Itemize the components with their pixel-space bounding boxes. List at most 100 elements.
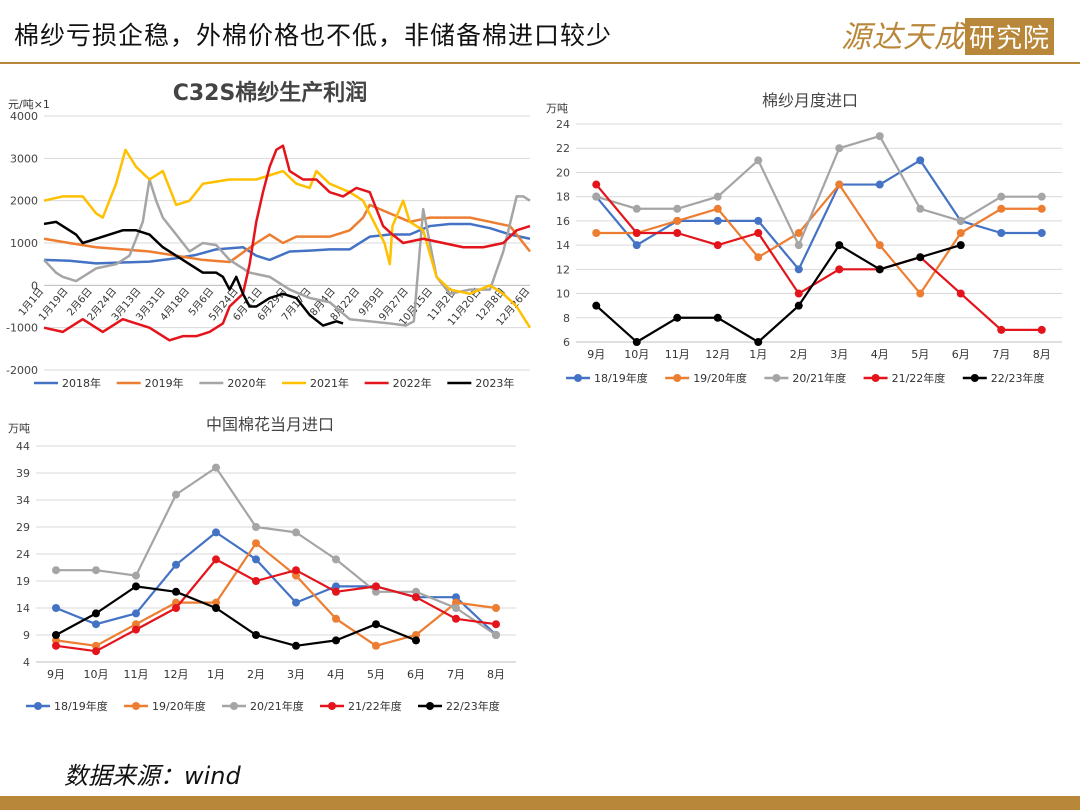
data-point	[1037, 192, 1046, 201]
series-line-20/21年度	[56, 466, 497, 636]
data-point	[592, 192, 601, 201]
data-point	[916, 156, 925, 165]
legend-label: 19/20年度	[152, 699, 206, 713]
y-tick-label: 4	[23, 656, 30, 669]
data-point	[713, 192, 722, 201]
series-line-18/19年度	[595, 159, 1042, 271]
legend-label: 19/20年度	[693, 371, 747, 385]
data-point	[92, 620, 100, 629]
data-point	[452, 614, 460, 623]
y-tick-label: 14	[16, 602, 30, 615]
data-point	[92, 609, 100, 618]
data-point	[252, 539, 260, 548]
x-tick-label: 3月	[287, 668, 305, 681]
x-tick-label: 9月	[47, 668, 65, 681]
footer-bar	[0, 796, 1080, 810]
y-tick-label: -1000	[6, 322, 38, 335]
x-tick-label: 10月	[624, 348, 649, 361]
y-tick-label: 34	[16, 494, 30, 507]
y-tick-label: 12	[556, 263, 570, 276]
data-point	[875, 265, 884, 274]
data-point	[673, 216, 682, 225]
data-point	[172, 604, 180, 612]
legend-marker	[970, 374, 979, 382]
data-point	[412, 636, 420, 645]
x-tick-label: 8月	[487, 668, 505, 681]
legend-label: 2020年	[227, 376, 266, 390]
series-line-2021年	[43, 148, 532, 329]
data-point	[252, 555, 260, 564]
series-line-2022年	[43, 144, 531, 342]
data-point	[632, 338, 641, 346]
series-line-21/22年度	[595, 183, 1042, 331]
data-point	[835, 144, 844, 153]
y-tick-label: -2000	[6, 364, 38, 377]
series-line-22/23年度	[55, 585, 417, 647]
legend-label: 18/19年度	[594, 371, 648, 385]
series-line-2023年	[43, 220, 344, 327]
y-axis-label: 万吨	[8, 422, 30, 435]
header-divider	[0, 62, 1080, 64]
data-point	[172, 587, 180, 596]
data-point	[916, 204, 925, 213]
series-line-22/23年度	[595, 244, 962, 344]
logo-box: 研究院	[964, 18, 1054, 55]
data-point	[997, 192, 1006, 201]
page-title: 棉纱亏损企稳，外棉价格也不低，非储备棉进口较少	[14, 21, 613, 50]
data-point	[713, 241, 722, 250]
data-point	[835, 241, 844, 250]
data-point	[754, 156, 763, 165]
data-point	[52, 566, 60, 575]
y-axis-label: 万吨	[546, 102, 568, 115]
legend-marker	[34, 702, 42, 710]
y-tick-label: 9	[23, 629, 30, 642]
data-point	[492, 620, 500, 629]
x-tick-label: 6月	[952, 348, 970, 361]
x-tick-label: 2月	[790, 348, 808, 361]
legend-label: 18/19年度	[54, 699, 108, 713]
data-point	[332, 555, 340, 564]
legend-label: 22/23年度	[991, 371, 1045, 385]
data-point	[372, 641, 380, 650]
data-point	[332, 614, 340, 623]
data-point	[673, 229, 682, 237]
data-point	[713, 204, 722, 213]
data-point	[132, 609, 140, 618]
data-point	[754, 338, 763, 346]
data-point	[835, 180, 844, 189]
data-point	[372, 582, 380, 591]
data-point	[252, 577, 260, 585]
y-tick-label: 2000	[10, 195, 38, 208]
y-tick-label: 39	[16, 467, 30, 480]
y-tick-label: 24	[16, 548, 30, 561]
data-point	[92, 647, 100, 656]
data-point	[492, 604, 500, 612]
data-point	[132, 571, 140, 580]
data-point	[1037, 204, 1046, 213]
series-line-19/20年度	[55, 542, 497, 647]
data-point	[172, 490, 180, 499]
y-tick-label: 44	[16, 440, 30, 453]
x-tick-label: 6月	[407, 668, 425, 681]
legend-marker	[772, 374, 781, 382]
legend-marker	[574, 374, 582, 382]
x-tick-label: 10月	[84, 668, 109, 681]
series-line-18/19年度	[55, 531, 497, 636]
legend-label: 22/23年度	[446, 699, 500, 713]
legend-marker	[132, 702, 140, 710]
y-tick-label: 10	[556, 288, 570, 301]
legend-marker	[426, 702, 434, 710]
data-point	[292, 528, 300, 537]
series-line-20/21年度	[595, 135, 1042, 247]
data-point	[632, 241, 641, 250]
x-tick-label: 5月	[911, 348, 929, 361]
x-tick-label: 12月	[705, 348, 730, 361]
x-tick-label: 7月	[447, 668, 465, 681]
x-tick-label: 9月	[587, 348, 605, 361]
brand-logo: 源达天成 研究院	[841, 12, 1054, 56]
y-tick-label: 19	[16, 575, 30, 588]
data-point	[956, 216, 965, 225]
x-tick-label: 5月	[367, 668, 385, 681]
data-point	[632, 204, 641, 213]
